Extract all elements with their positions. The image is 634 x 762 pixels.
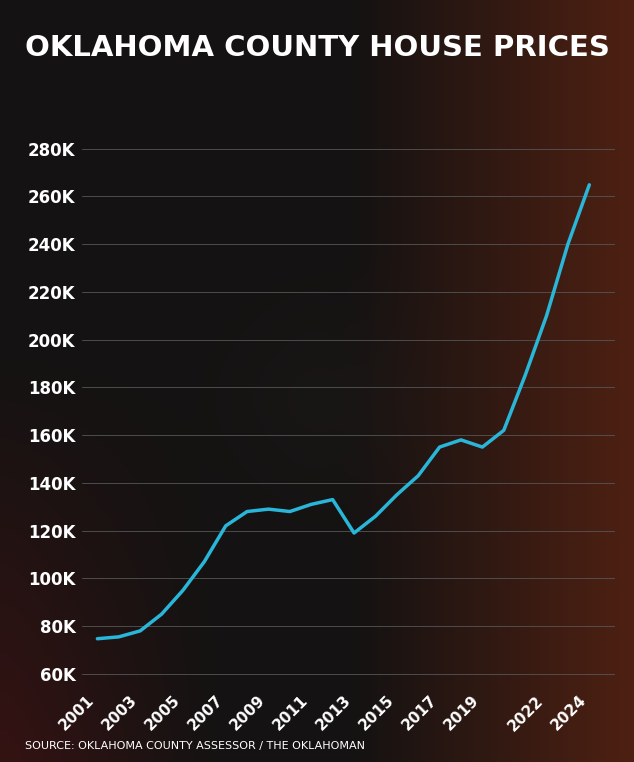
Text: OKLAHOMA COUNTY HOUSE PRICES: OKLAHOMA COUNTY HOUSE PRICES bbox=[25, 34, 611, 62]
Text: SOURCE: OKLAHOMA COUNTY ASSESSOR / THE OKLAHOMAN: SOURCE: OKLAHOMA COUNTY ASSESSOR / THE O… bbox=[25, 741, 365, 751]
